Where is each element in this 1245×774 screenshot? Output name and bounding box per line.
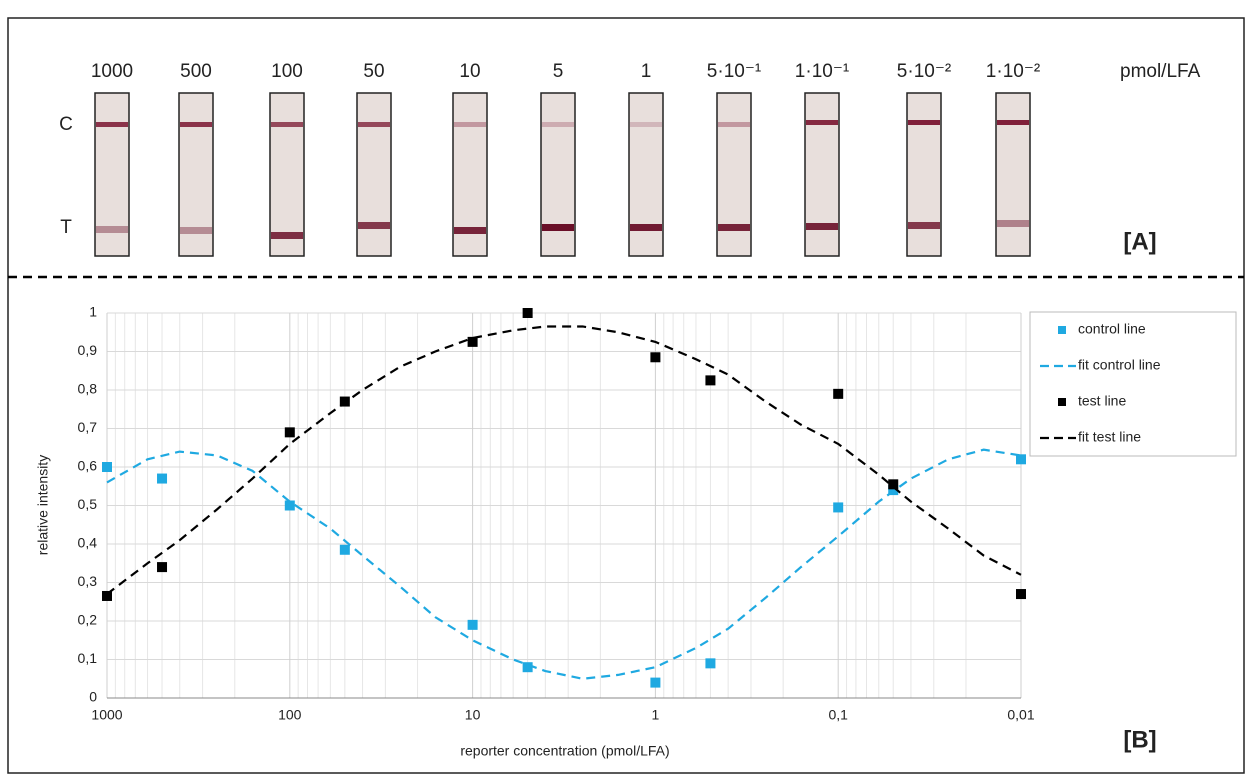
legend-marker [1058, 398, 1066, 406]
test-strip [356, 92, 392, 257]
data-point [522, 662, 533, 673]
test-strip [540, 92, 576, 257]
y-tick-label: 0,9 [78, 342, 98, 358]
y-tick-label: 0,8 [78, 381, 98, 397]
y-tick-label: 0 [89, 689, 97, 705]
data-point [284, 427, 295, 438]
control-band [454, 122, 486, 127]
data-point [467, 336, 478, 347]
strip-label: 100 [271, 61, 303, 82]
test-strip [628, 92, 664, 257]
strip-label: 1·10⁻¹ [795, 61, 849, 82]
y-tick-label: 0,2 [78, 612, 98, 628]
strip-label: 1 [641, 61, 652, 82]
control-band [542, 122, 574, 127]
data-point [522, 308, 533, 318]
legend-label: test line [1078, 393, 1126, 409]
data-point [102, 590, 112, 601]
y-tick-label: 1 [89, 304, 97, 320]
test-strip [716, 92, 752, 257]
fit-line [106, 325, 1022, 595]
control-band [271, 122, 303, 127]
test-band [542, 224, 574, 231]
legend-label: fit test line [1078, 429, 1141, 445]
strip-label: 5 [553, 61, 564, 82]
x-tick-label: 0,01 [1007, 707, 1034, 723]
test-band [358, 222, 390, 229]
data-point [650, 352, 661, 363]
y-tick-label: 0,5 [78, 496, 98, 512]
x-axis-title: reporter concentration (pmol/LFA) [460, 743, 669, 759]
test-strip [804, 92, 840, 257]
control-band [96, 122, 128, 127]
x-tick-label: 10 [465, 707, 481, 723]
y-tick-label: 0,1 [78, 650, 98, 666]
strip-label: 1·10⁻² [986, 61, 1040, 82]
x-tick-label: 1000 [91, 707, 122, 723]
y-tick-label: 0,6 [78, 458, 98, 474]
test-band [180, 227, 212, 234]
strip-label: 5·10⁻² [897, 61, 951, 82]
y-axis-title: relative intensity [35, 455, 51, 555]
test-strip [269, 92, 305, 257]
strip-label: 5·10⁻¹ [707, 61, 761, 82]
strip-label: 1000 [91, 61, 133, 82]
test-label: T [60, 217, 72, 238]
panel-label: [B] [1123, 726, 1156, 753]
test-band [96, 226, 128, 233]
y-tick-label: 0,4 [78, 535, 98, 551]
control-band [806, 120, 838, 125]
legend-label: fit control line [1078, 357, 1161, 373]
test-band [454, 227, 486, 234]
control-label: C [59, 114, 73, 135]
legend-label: control line [1078, 321, 1146, 337]
x-tick-label: 1 [652, 707, 660, 723]
strip-label: 50 [363, 61, 384, 82]
data-point [157, 473, 168, 484]
control-band [358, 122, 390, 127]
test-band [908, 222, 940, 229]
legend-box [1029, 311, 1237, 457]
test-strip [995, 92, 1031, 257]
data-point [833, 388, 844, 399]
test-strip [906, 92, 942, 257]
control-band [180, 122, 212, 127]
data-point [284, 500, 295, 511]
control-band [908, 120, 940, 125]
x-tick-label: 0,1 [828, 707, 848, 723]
test-strip [94, 92, 130, 257]
data-point [1016, 454, 1026, 465]
data-point [339, 544, 350, 555]
y-tick-label: 0,7 [78, 419, 98, 435]
panel-label: [A] [1123, 228, 1156, 255]
fit-line [106, 448, 1022, 680]
data-point [650, 677, 661, 688]
test-band [718, 224, 750, 231]
data-point [705, 658, 716, 669]
unit-label: pmol/LFA [1120, 61, 1201, 82]
strip-label: 500 [180, 61, 212, 82]
control-band [997, 120, 1029, 125]
test-band [806, 223, 838, 230]
data-point [157, 562, 168, 573]
strip-label: 10 [459, 61, 480, 82]
data-point [102, 462, 112, 472]
x-tick-label: 100 [278, 707, 302, 723]
data-point [705, 375, 716, 386]
data-point [888, 479, 899, 490]
test-band [271, 232, 303, 239]
control-band [630, 122, 662, 127]
data-point [467, 619, 478, 630]
test-band [630, 224, 662, 231]
test-strip [178, 92, 214, 257]
control-band [718, 122, 750, 127]
y-tick-label: 0,3 [78, 573, 98, 589]
data-point [833, 502, 844, 513]
data-point [1016, 589, 1026, 600]
test-band [997, 220, 1029, 227]
legend-marker [1058, 326, 1066, 334]
